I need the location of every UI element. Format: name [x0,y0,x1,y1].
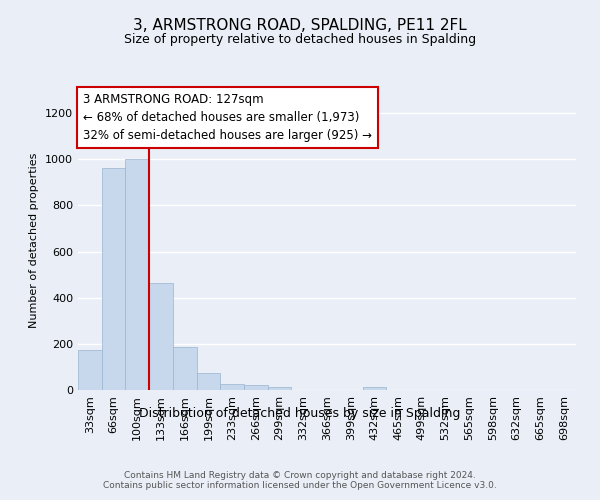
Text: Distribution of detached houses by size in Spalding: Distribution of detached houses by size … [139,408,461,420]
Text: 3, ARMSTRONG ROAD, SPALDING, PE11 2FL: 3, ARMSTRONG ROAD, SPALDING, PE11 2FL [133,18,467,32]
Bar [173,348,197,390]
Bar [220,384,244,390]
Bar [268,386,292,390]
Bar [149,282,173,390]
Text: Size of property relative to detached houses in Spalding: Size of property relative to detached ho… [124,32,476,46]
Bar [102,168,125,390]
Bar [78,350,102,390]
Text: Contains HM Land Registry data © Crown copyright and database right 2024.
Contai: Contains HM Land Registry data © Crown c… [103,470,497,490]
Bar [125,159,149,390]
Y-axis label: Number of detached properties: Number of detached properties [29,152,40,328]
Bar [197,372,220,390]
Bar [244,386,268,390]
Bar [362,386,386,390]
Text: 3 ARMSTRONG ROAD: 127sqm
← 68% of detached houses are smaller (1,973)
32% of sem: 3 ARMSTRONG ROAD: 127sqm ← 68% of detach… [83,93,372,142]
